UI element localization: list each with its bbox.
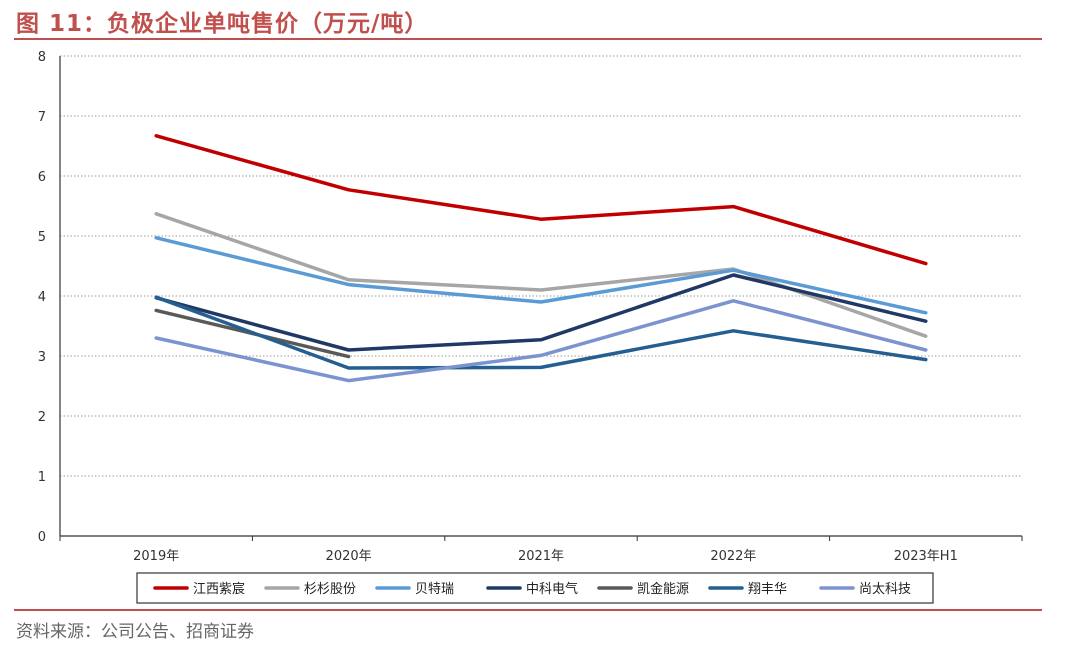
- figure-title: 图 11：负极企业单吨售价（万元/吨）: [16, 11, 429, 37]
- series-line: [154, 212, 928, 338]
- series-line: [154, 299, 928, 383]
- x-tick-label: 2023年H1: [894, 549, 958, 564]
- y-tick-label: 6: [38, 170, 46, 185]
- legend-label: 翔丰华: [748, 582, 787, 597]
- title-divider: [14, 38, 1042, 40]
- y-tick-label: 0: [38, 530, 46, 545]
- series-line: [154, 273, 928, 352]
- series-line: [154, 134, 928, 266]
- legend-label: 杉杉股份: [304, 582, 356, 597]
- legend: 江西紫宸 杉杉股份 贝特瑞 中科电气 凯金能源 翔丰华 尚太科技: [136, 572, 934, 604]
- y-tick-label: 2: [38, 410, 46, 425]
- y-tick-label: 8: [38, 50, 46, 65]
- series-line: [154, 236, 928, 315]
- x-tick-label: 2021年: [518, 549, 564, 564]
- grid-lines: [60, 55, 1022, 477]
- y-tick-label: 7: [38, 110, 46, 125]
- x-tick-label: 2022年: [710, 549, 756, 564]
- series-lines: [154, 134, 928, 383]
- y-tick-label: 5: [38, 230, 46, 245]
- footer-divider: [14, 609, 1042, 611]
- legend-label: 尚太科技: [859, 582, 911, 597]
- x-tick-label: 2020年: [326, 549, 372, 564]
- legend-label: 贝特瑞: [415, 582, 454, 597]
- legend-label: 江西紫宸: [193, 581, 245, 597]
- y-tick-label: 1: [38, 470, 46, 485]
- y-tick-label: 4: [38, 290, 46, 305]
- source-note: 资料来源：公司公告、招商证券: [16, 622, 254, 642]
- y-tick-label: 3: [38, 350, 46, 365]
- x-tick-label: 2019年: [133, 549, 179, 564]
- series-line: [154, 295, 928, 370]
- legend-label: 凯金能源: [637, 581, 689, 597]
- legend-label: 中科电气: [526, 581, 578, 597]
- axes: 0 1 2 3 4 5 6 7 8 2019年 2020年 2021年 2022年 2023年H1: [38, 50, 1023, 564]
- line-chart: 0 1 2 3 4 5 6 7 8 2019年 2020年 2021年 2022年 2023年H1 江西紫…: [38, 50, 1023, 604]
